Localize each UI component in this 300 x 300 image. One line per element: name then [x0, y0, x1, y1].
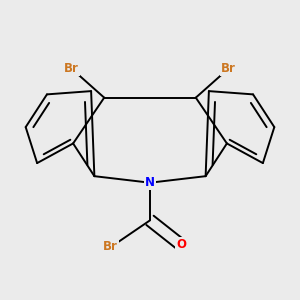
Text: O: O	[176, 238, 186, 251]
Text: Br: Br	[64, 62, 79, 75]
Text: Br: Br	[103, 240, 118, 253]
Text: Br: Br	[221, 62, 236, 75]
Text: N: N	[145, 176, 155, 189]
